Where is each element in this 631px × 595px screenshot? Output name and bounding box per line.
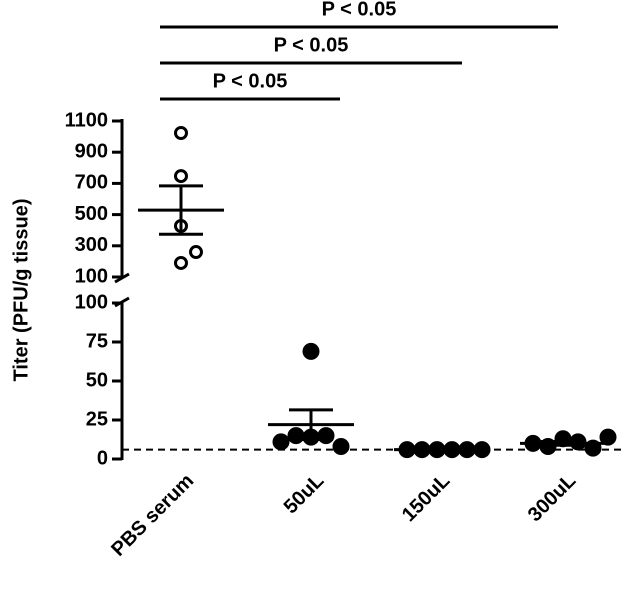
y-tick-label: 100: [75, 265, 108, 287]
x-tick-label: 300uL: [524, 470, 580, 526]
y-tick-label: 900: [75, 140, 108, 162]
significance-label: P < 0.05: [213, 70, 288, 92]
x-tick-label: 150uL: [398, 470, 454, 526]
data-point: [174, 169, 188, 184]
data-point: [189, 245, 203, 260]
data-point: [302, 342, 320, 360]
significance-label: P < 0.05: [322, 0, 397, 20]
y-tick-label: 1100: [65, 109, 108, 131]
y-tick-label: 700: [75, 172, 108, 194]
significance-label: P < 0.05: [274, 34, 349, 56]
x-tick-label: PBS serum: [107, 470, 198, 561]
data-point: [332, 438, 350, 456]
y-tick-label: 500: [75, 203, 108, 225]
data-point: [599, 428, 617, 446]
y-axis-label: Titer (PFU/g tissue): [10, 199, 32, 382]
data-point: [272, 433, 290, 451]
x-tick-label: 50uL: [280, 470, 329, 519]
y-tick-label: 25: [86, 408, 108, 430]
y-tick-label: 75: [86, 330, 108, 352]
y-tick-label: 100: [75, 291, 108, 313]
y-tick-label: 50: [86, 369, 108, 391]
y-tick-label: 300: [75, 234, 108, 256]
data-point: [174, 126, 188, 141]
data-point: [174, 255, 188, 270]
y-tick-label: 0: [97, 447, 108, 469]
